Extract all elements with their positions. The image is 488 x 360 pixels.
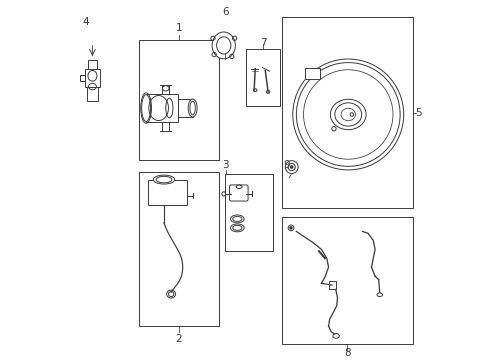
- Bar: [88, 60, 97, 69]
- Text: 4: 4: [82, 17, 88, 27]
- Circle shape: [285, 161, 298, 174]
- Ellipse shape: [230, 215, 244, 223]
- FancyBboxPatch shape: [229, 185, 247, 201]
- Bar: [80, 75, 84, 81]
- Text: 3: 3: [222, 160, 229, 170]
- Ellipse shape: [212, 32, 235, 59]
- Ellipse shape: [230, 224, 244, 232]
- Ellipse shape: [188, 99, 197, 117]
- Circle shape: [290, 166, 292, 168]
- Bar: [146, 94, 178, 122]
- Bar: [246, 49, 280, 106]
- Text: 6: 6: [222, 7, 228, 17]
- Bar: [178, 99, 192, 117]
- Ellipse shape: [142, 95, 150, 121]
- Text: 1: 1: [175, 23, 182, 33]
- Ellipse shape: [166, 290, 175, 298]
- Circle shape: [349, 113, 353, 116]
- Bar: [328, 281, 336, 289]
- Ellipse shape: [153, 175, 174, 184]
- Bar: [224, 174, 273, 251]
- Text: 8: 8: [343, 348, 350, 358]
- Text: 2: 2: [175, 334, 182, 344]
- Bar: [139, 172, 219, 326]
- Circle shape: [292, 59, 403, 170]
- Text: 9: 9: [283, 160, 289, 170]
- Text: 5: 5: [414, 108, 421, 118]
- Bar: [139, 40, 219, 160]
- Bar: [282, 217, 412, 344]
- Circle shape: [289, 227, 291, 229]
- Bar: [282, 17, 412, 208]
- Bar: [84, 69, 100, 86]
- Bar: [147, 180, 187, 204]
- Bar: [305, 68, 319, 79]
- Text: 7: 7: [259, 38, 266, 48]
- Bar: [87, 86, 98, 101]
- Ellipse shape: [330, 99, 366, 130]
